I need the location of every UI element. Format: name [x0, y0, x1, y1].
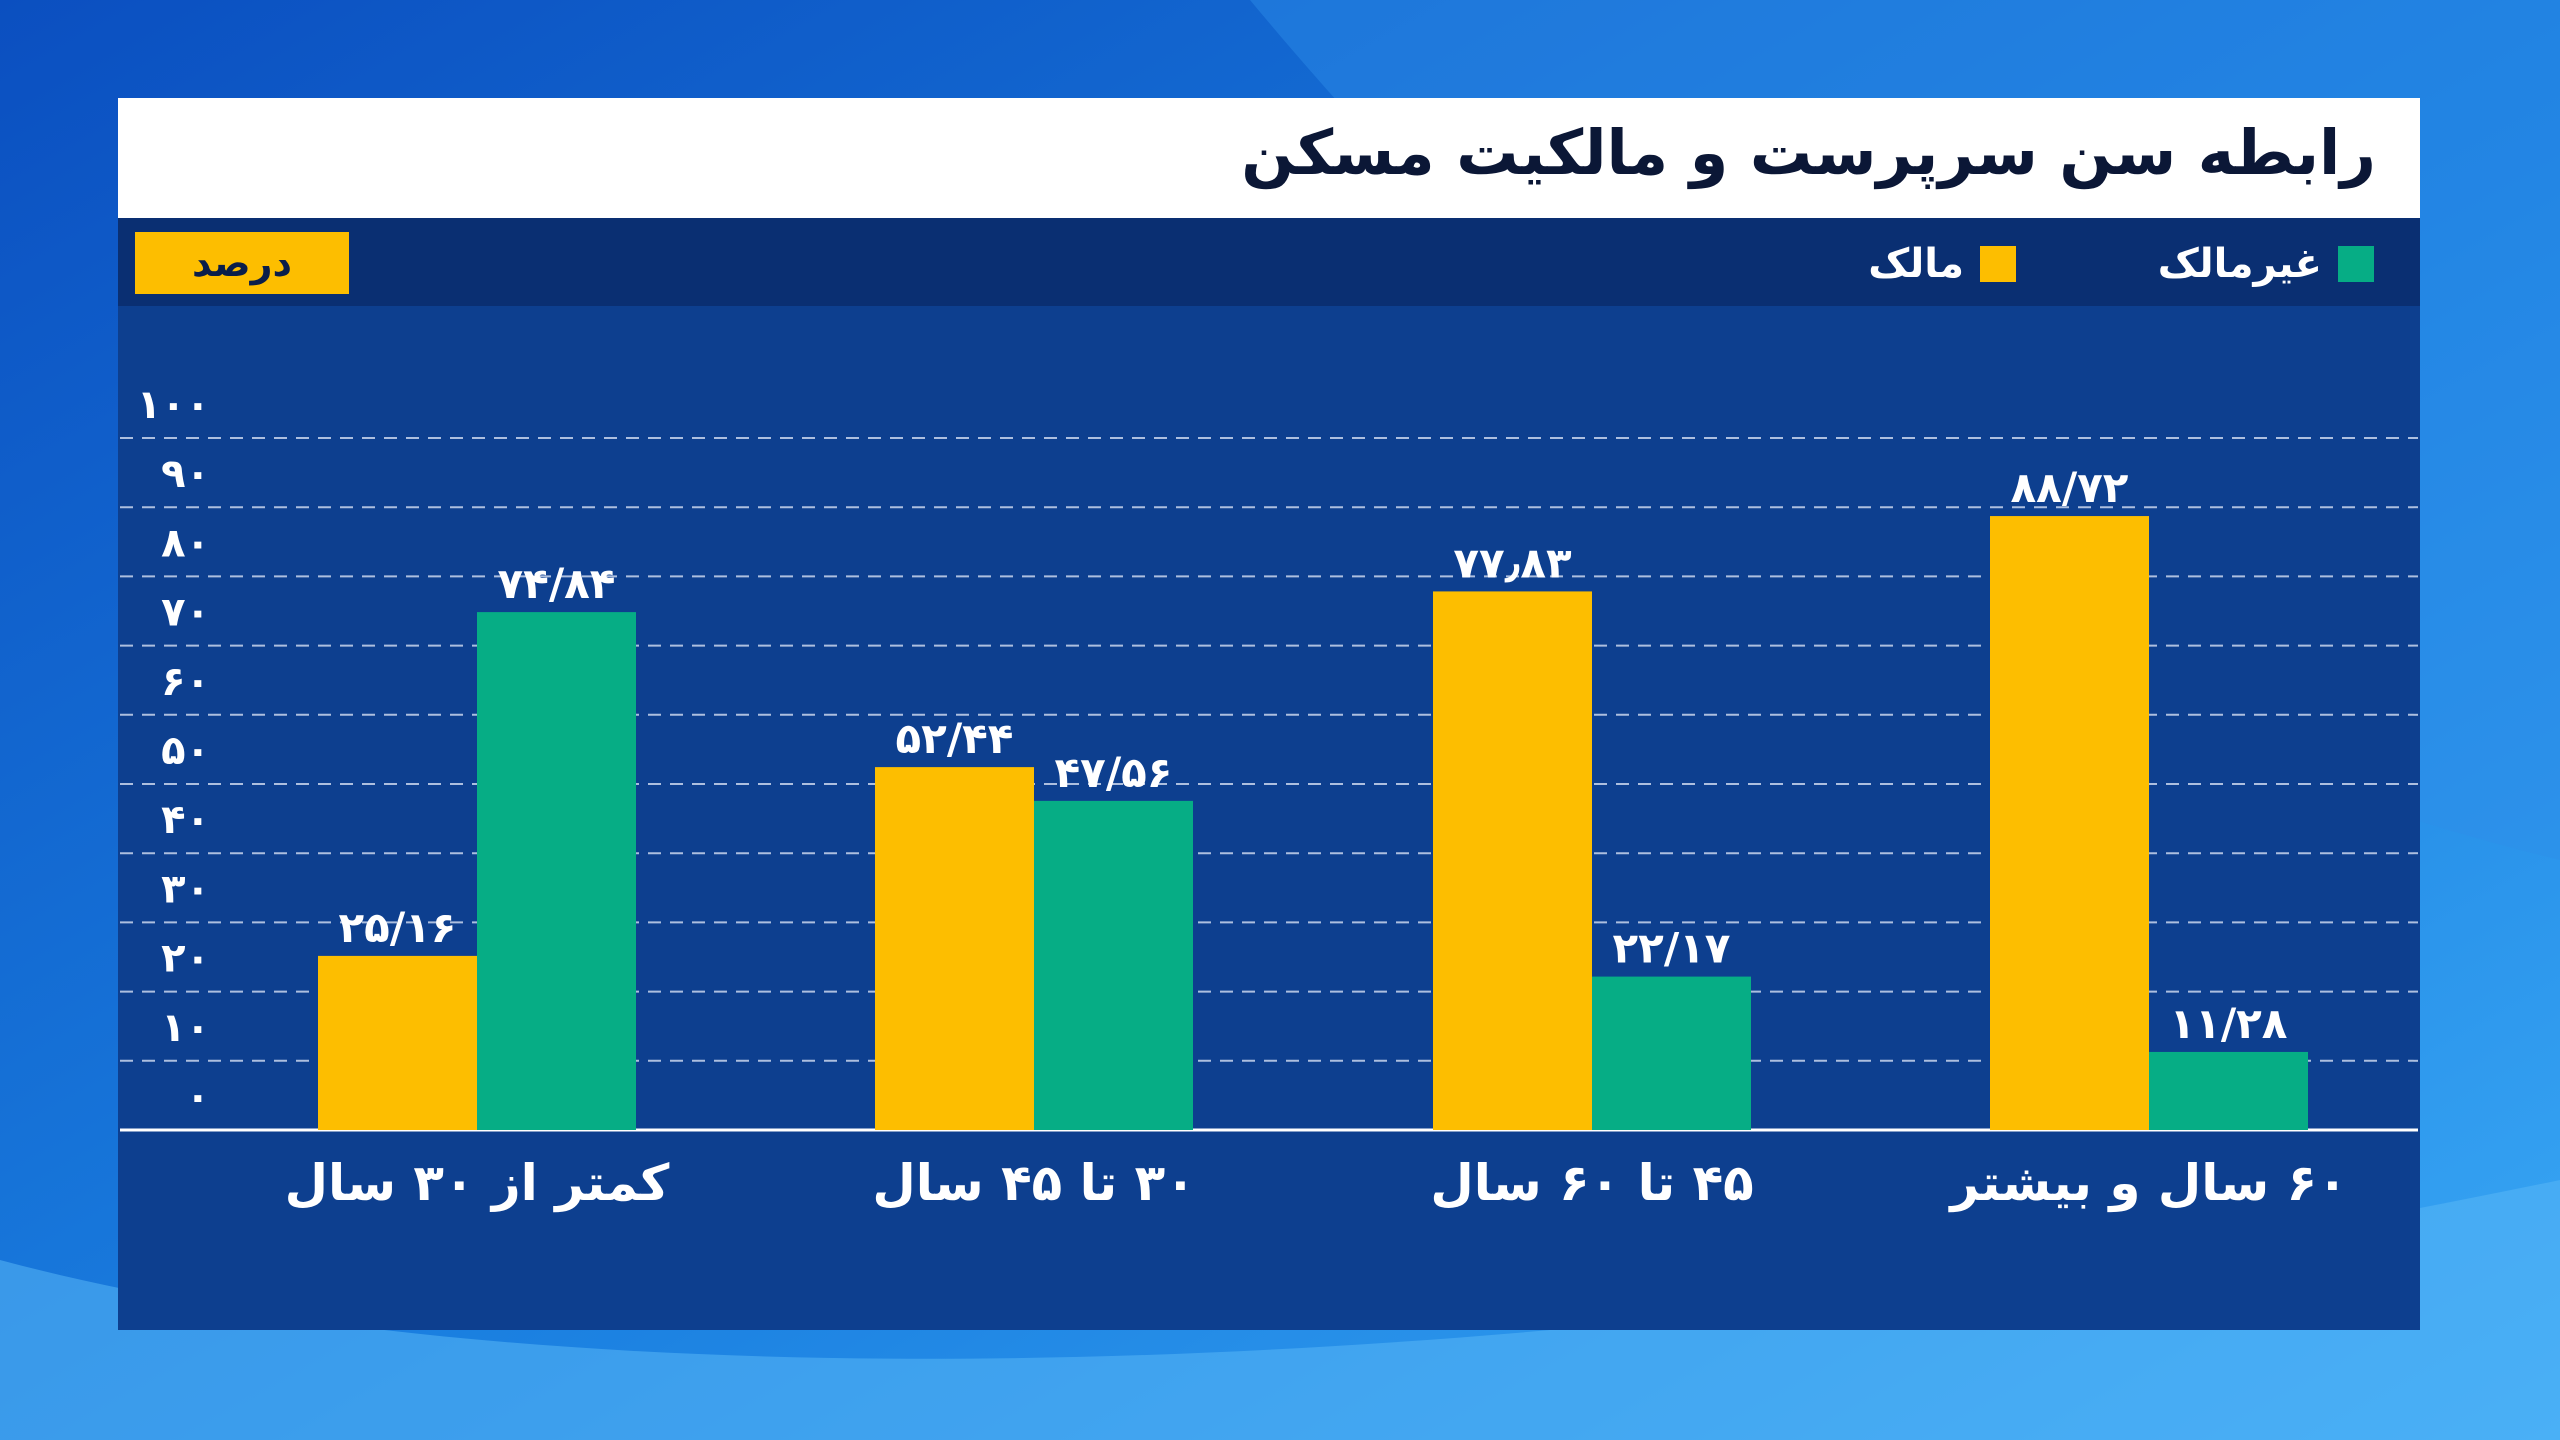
unit-badge: درصد: [135, 232, 349, 294]
bar-owner: [1990, 516, 2149, 1130]
data-label-non-owner: ۷۴/۸۴: [498, 559, 616, 608]
data-label-non-owner: ۱۱/۲۸: [2170, 999, 2288, 1048]
legend-item-owner: مالک: [1868, 236, 2016, 292]
y-tick-label: ۷۰: [161, 590, 210, 636]
y-tick-label: ۳۰: [161, 866, 210, 912]
y-tick-label: ۵۰: [161, 728, 210, 774]
y-tick-label: ۴۰: [161, 797, 210, 843]
data-label-owner: ۷۷٫۸۳: [1453, 538, 1572, 587]
legend-swatch-owner: [1980, 246, 2016, 282]
x-category-label: ۶۰ سال و بیشتر: [1947, 1154, 2347, 1213]
y-tick-label: ۹۰: [161, 451, 210, 497]
y-tick-label: ۱۰: [161, 1005, 210, 1051]
bar-non-owner: [2149, 1051, 2308, 1130]
bar-non-owner: [1592, 976, 1751, 1130]
bar-owner: [875, 767, 1034, 1130]
data-label-non-owner: ۴۷/۵۶: [1055, 748, 1173, 797]
chart-title: رابطه سن سرپرست و مالکیت مسکن: [1241, 116, 2376, 189]
y-tick-label: ۸۰: [161, 520, 210, 566]
data-label-owner: ۲۵/۱۶: [339, 903, 457, 952]
x-category-label: ۳۰ تا ۴۵ سال: [872, 1154, 1195, 1212]
bar-non-owner: [477, 612, 636, 1130]
x-category-label: ۴۵ تا ۶۰ سال: [1430, 1154, 1753, 1212]
y-tick-label: ۰: [186, 1074, 210, 1120]
data-label-owner: ۸۸/۷۲: [2011, 463, 2129, 512]
x-category-label: کمتر از ۳۰ سال: [285, 1154, 671, 1213]
legend-bar: درصد غیرمالک مالک: [118, 218, 2420, 306]
bar-owner: [318, 955, 477, 1130]
y-tick-label: ۱۰۰: [137, 382, 210, 428]
bar-owner: [1433, 591, 1592, 1130]
title-bar: رابطه سن سرپرست و مالکیت مسکن: [118, 98, 2420, 218]
data-label-non-owner: ۲۲/۱۷: [1613, 924, 1731, 973]
legend-swatch-non-owner: [2338, 246, 2374, 282]
y-tick-label: ۲۰: [161, 936, 210, 982]
legend-item-non-owner: غیرمالک: [2158, 236, 2374, 292]
bar-non-owner: [1034, 800, 1193, 1130]
data-label-owner: ۵۲/۴۴: [896, 714, 1014, 763]
y-tick-label: ۶۰: [161, 659, 210, 705]
legend-label-non-owner: غیرمالک: [2157, 241, 2322, 287]
legend-label-owner: مالک: [1868, 241, 1964, 287]
